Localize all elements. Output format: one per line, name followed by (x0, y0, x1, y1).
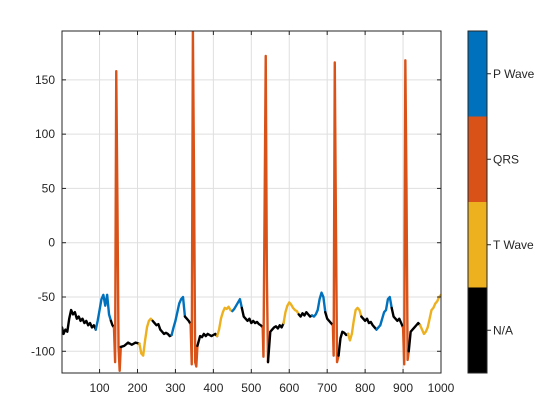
series-line-n-a (62, 308, 97, 336)
x-tick-label: 700 (317, 381, 337, 395)
x-tick-label: 100 (90, 381, 110, 395)
series-line-n-a (119, 341, 141, 349)
series-line-p-wave (375, 295, 393, 331)
x-tick-label: 400 (203, 381, 223, 395)
x-tick-label: 200 (127, 381, 147, 395)
plot-area (62, 31, 441, 373)
series-line-t-wave (215, 305, 234, 338)
series-line-qrs (112, 69, 123, 373)
colorbar-segment-n-a (468, 287, 487, 373)
y-tick-label: 0 (48, 236, 55, 250)
series-line-n-a (337, 330, 350, 357)
series-line-p-wave (310, 291, 327, 318)
series-line-p-wave (231, 297, 244, 313)
colorbar-segment-qrs (468, 116, 487, 202)
colorbar-segment-t-wave (468, 202, 487, 288)
y-tick-label: 150 (35, 73, 55, 87)
series-line-t-wave (418, 293, 441, 336)
colorbar-label-qrs: QRS (493, 152, 519, 166)
series-line-n-a (390, 306, 405, 329)
series-line-n-a (407, 321, 422, 353)
series-line-t-wave (346, 306, 363, 342)
series-line-qrs (331, 61, 340, 364)
series-line-n-a (297, 311, 314, 318)
colorbar-label-n-a: N/A (493, 323, 513, 337)
y-tick-label: 100 (35, 127, 55, 141)
colorbar-label-p-wave: P Wave (493, 67, 535, 81)
x-tick-label: 1000 (428, 381, 455, 395)
y-tick-label: -100 (31, 344, 55, 358)
colorbar: P Wave QRS T Wave N/A (467, 30, 535, 374)
series-line-n-a (266, 321, 285, 364)
x-tick-label: 500 (241, 381, 261, 395)
series-line-n-a (360, 315, 378, 331)
series-line-n-a (324, 311, 335, 327)
series-line-t-wave (138, 317, 154, 357)
series-line-qrs (401, 59, 410, 366)
series-line-t-wave (282, 301, 300, 325)
colorbar-frame (467, 30, 488, 374)
series-group (62, 31, 441, 373)
y-tick-label: -50 (38, 290, 56, 304)
series-line-n-a (151, 319, 173, 338)
y-tick-label: 50 (42, 181, 56, 195)
x-tick-label: 300 (165, 381, 185, 395)
series-line-p-wave (94, 293, 113, 331)
series-line-qrs (189, 31, 199, 368)
x-tick-label: 800 (355, 381, 375, 395)
series-line-p-wave (170, 295, 187, 337)
series-line-n-a (240, 306, 264, 329)
series-line-n-a (183, 315, 192, 326)
x-tick-label: 900 (393, 381, 413, 395)
colorbar-segment-p-wave (468, 31, 487, 117)
x-tick-label: 600 (279, 381, 299, 395)
series-line-n-a (196, 332, 219, 348)
series-line-qrs (261, 54, 270, 364)
axes: 100 200 300 400 500 600 700 800 900 1000 -100 -50 0 5… (31, 30, 455, 395)
colorbar-label-t-wave: T Wave (493, 238, 534, 252)
